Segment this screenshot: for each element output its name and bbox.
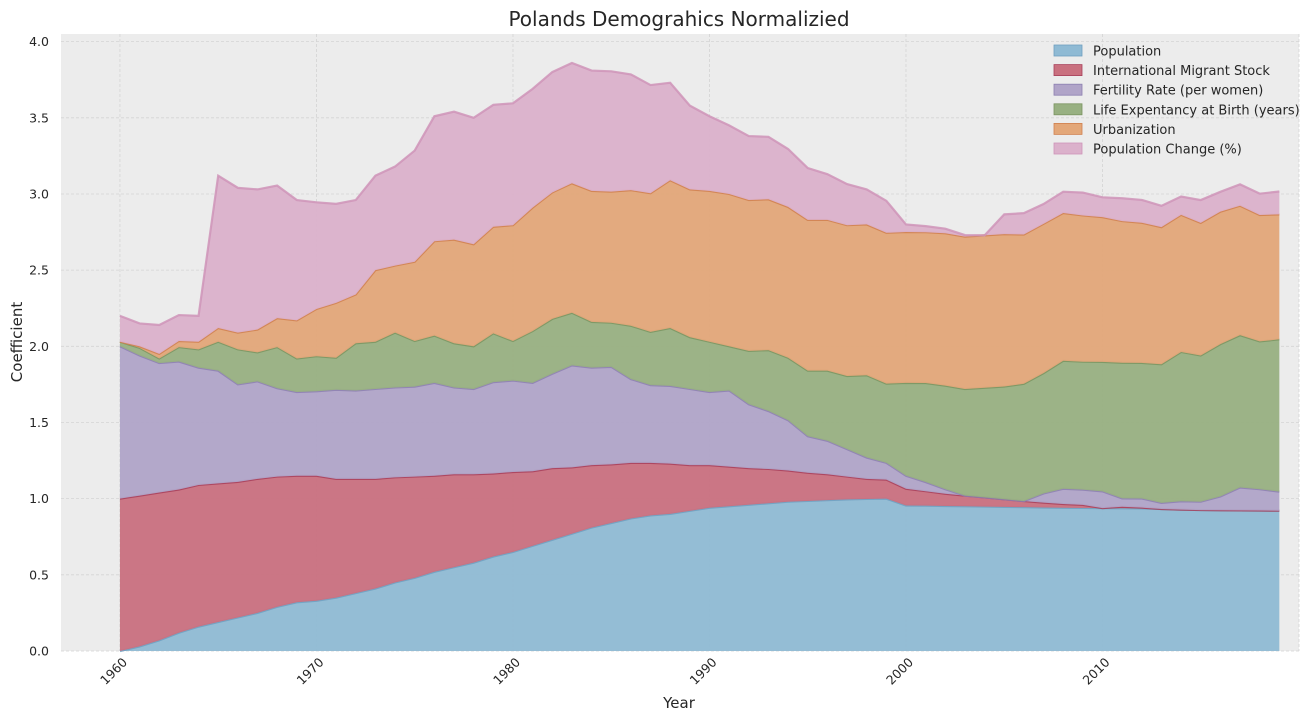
legend-swatch (1053, 64, 1083, 76)
y-tick-label: 4.0 (29, 34, 49, 49)
x-tick-label: 2010 (1080, 654, 1113, 687)
area-series-3 (119, 312, 1280, 503)
y-axis-label: Coefficient (8, 302, 26, 383)
y-tick-label: 3.5 (29, 110, 49, 125)
y-tick-label: 2.0 (29, 339, 49, 354)
x-tick-label: 2000 (883, 654, 916, 687)
legend-item: Population Change (%) (1053, 142, 1242, 158)
legend-swatch (1053, 83, 1083, 96)
legend-swatch (1053, 123, 1083, 135)
area-series-0 (119, 498, 1280, 651)
legend-label: Population Change (%) (1093, 143, 1242, 158)
legend-label: Fertility Rate (per women) (1093, 84, 1263, 99)
y-tick-label: 1.0 (29, 491, 49, 506)
y-tick-label: 0.5 (29, 567, 49, 582)
legend-item: Population (1053, 44, 1161, 60)
legend-item: Urbanization (1053, 123, 1176, 138)
x-axis-ticks: 1960 1970 1980 1990 2000 2010 (97, 654, 1113, 687)
x-tick-label: 1960 (97, 654, 130, 687)
legend-swatch (1053, 103, 1083, 116)
legend-label: Population (1093, 45, 1161, 60)
legend-swatch (1053, 44, 1083, 57)
legend-label: International Migrant Stock (1093, 64, 1270, 79)
areas (119, 61, 1280, 653)
legend-item: Life Expentancy at Birth (years) (1053, 103, 1300, 118)
legend-item: Fertility Rate (per women) (1053, 83, 1263, 99)
chart-title: Polands Demograhics Normalizied (508, 7, 849, 31)
x-tick-label: 1980 (490, 654, 523, 687)
legend-item: International Migrant Stock (1053, 64, 1270, 79)
legend: Population International Migrant Stock Fer… (1053, 44, 1300, 158)
y-tick-label: 3.0 (29, 186, 49, 201)
area-series-5 (119, 62, 1280, 354)
legend-label: Life Expentancy at Birth (years) (1093, 103, 1300, 118)
area-series-4 (119, 180, 1280, 389)
y-tick-label: 2.5 (29, 263, 49, 278)
x-tick-label: 1970 (293, 654, 326, 687)
legend-swatch (1053, 142, 1083, 155)
area-series-1 (119, 462, 1280, 651)
x-axis-label: Year (662, 694, 696, 712)
legend-label: Urbanization (1093, 123, 1176, 138)
y-tick-label: 1.5 (29, 415, 49, 430)
x-tick-label: 1990 (686, 654, 719, 687)
y-axis-ticks: 0.0 0.5 1.0 1.5 2.0 2.5 3.0 3.5 4.0 (29, 34, 49, 658)
y-tick-label: 0.0 (29, 644, 49, 659)
area-line-series-5 (119, 61, 1280, 327)
